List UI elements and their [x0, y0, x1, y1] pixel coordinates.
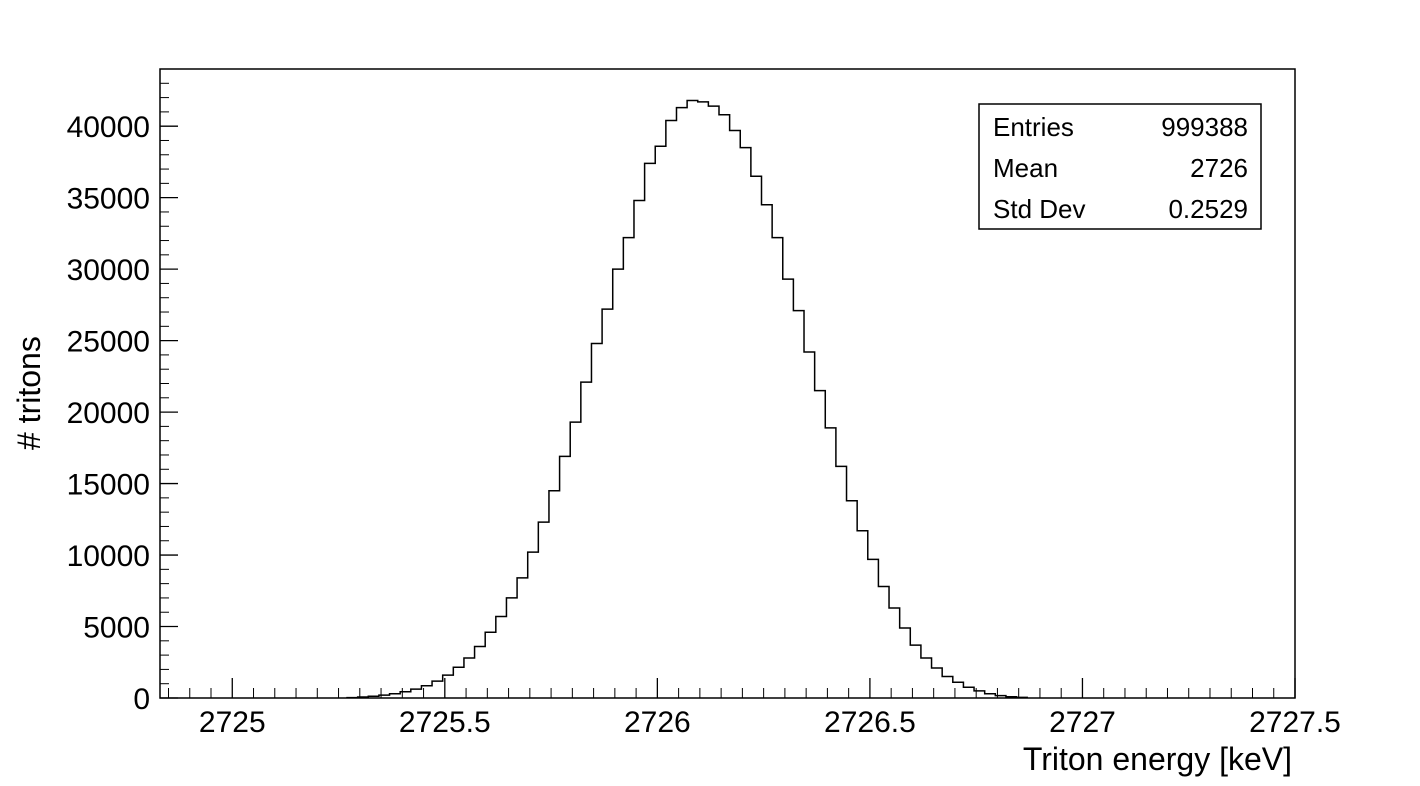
histogram-bin [985, 694, 996, 698]
x-tick-label-2726-5: 2726.5 [824, 706, 916, 739]
histogram-bin [772, 238, 783, 698]
histogram-bin [528, 552, 539, 698]
histogram-bin [953, 682, 964, 698]
histogram-bin [995, 696, 1006, 698]
histogram-bin [358, 697, 369, 698]
histogram-bin [400, 692, 411, 698]
histogram-bin [762, 205, 773, 698]
y-axis-title: # tritons [11, 336, 47, 450]
x-axis-title: Triton energy [keV] [1023, 741, 1292, 777]
stats-mean-label: Mean [993, 153, 1058, 183]
stats-mean-value: 2726 [1190, 153, 1248, 183]
histogram-bins [347, 100, 1027, 698]
histogram-bin [560, 456, 571, 698]
histogram-bin [538, 522, 549, 698]
histogram-bin [1006, 697, 1017, 698]
histogram-bin [570, 422, 581, 698]
histogram-bin [368, 696, 379, 698]
histogram-bin [421, 686, 432, 698]
histogram-bin [836, 466, 847, 698]
histogram-bin [889, 608, 900, 698]
histogram-bin [783, 279, 794, 698]
histogram-bin [687, 100, 698, 698]
y-tick-label-10000: 10000 [67, 540, 150, 573]
y-tick-label-30000: 30000 [67, 254, 150, 287]
histogram-bin [900, 628, 911, 698]
histogram-bin [963, 687, 974, 698]
y-tick-label-0: 0 [133, 683, 150, 716]
histogram-bin [942, 677, 953, 698]
histogram-bin [517, 578, 528, 698]
histogram-bin [506, 598, 517, 698]
y-tick-label-20000: 20000 [67, 397, 150, 430]
y-tick-label-40000: 40000 [67, 111, 150, 144]
histogram-outline [346, 99, 1028, 699]
histogram-bin [932, 668, 943, 698]
histogram-bin [443, 675, 454, 698]
histogram-bin [868, 559, 879, 698]
x-tick-label-2725-5: 2725.5 [399, 706, 491, 739]
histogram-bin [719, 115, 730, 698]
histogram-bin [825, 428, 836, 698]
histogram-bin [581, 382, 592, 698]
histogram-bin [921, 658, 932, 698]
axis-major-ticks [160, 125, 1296, 699]
histogram-bin [634, 201, 645, 698]
histogram-bin [411, 689, 422, 698]
histogram-bin [655, 146, 666, 698]
x-axis-tick-labels: 2725 2725.5 2726 2726.5 2727 2727.5 [199, 706, 1341, 739]
histogram-bin [549, 491, 560, 698]
histogram-bin [740, 148, 751, 698]
histogram-bin [613, 269, 624, 698]
y-axis-tick-labels: 0 5000 10000 15000 20000 25000 30000 35000 40000 [67, 111, 150, 716]
y-tick-label-5000: 5000 [83, 612, 150, 645]
stats-box: Entries 999388 Mean 2726 Std Dev 0.2529 [978, 103, 1262, 230]
histogram-bin [432, 681, 443, 698]
y-tick-label-35000: 35000 [67, 183, 150, 216]
histogram-bin [698, 102, 709, 698]
stats-entries-value: 999388 [1161, 112, 1248, 142]
histogram-bin [708, 106, 719, 698]
histogram-bin [857, 531, 868, 698]
histogram-bin [878, 586, 889, 698]
histogram-bin [910, 645, 921, 698]
histogram-bin [804, 352, 815, 698]
stats-stddev-value: 0.2529 [1168, 194, 1248, 224]
histogram-bin [751, 176, 762, 698]
histogram-bin [730, 130, 741, 698]
x-tick-label-2725: 2725 [199, 706, 266, 739]
histogram-bin [485, 632, 496, 698]
x-tick-label-2727-5: 2727.5 [1249, 706, 1341, 739]
stats-stddev-label: Std Dev [993, 194, 1086, 224]
histogram-bin [676, 108, 687, 698]
histogram-bin [496, 617, 507, 698]
x-tick-label-2727: 2727 [1049, 706, 1116, 739]
histogram-bin [475, 647, 486, 698]
x-tick-label-2726: 2726 [624, 706, 691, 739]
histogram-bin [1017, 697, 1028, 698]
histogram-bin [974, 691, 985, 698]
histogram-bin [623, 238, 634, 698]
stats-entries-label: Entries [993, 112, 1074, 142]
histogram-bin [847, 501, 858, 698]
stats-box-frame [978, 103, 1262, 230]
histogram-bin [666, 120, 677, 698]
histogram-bin [591, 343, 602, 698]
histogram-bin [602, 309, 613, 698]
histogram-bin [453, 667, 464, 698]
axis-minor-ticks [160, 68, 1275, 698]
histogram-bin [379, 695, 390, 698]
y-tick-label-15000: 15000 [67, 469, 150, 502]
histogram-bin [645, 163, 656, 698]
histogram-bin [793, 311, 804, 698]
histogram-bin [390, 694, 401, 698]
y-tick-label-25000: 25000 [67, 326, 150, 359]
histogram-bin [464, 658, 475, 698]
histogram-bin [815, 391, 826, 698]
